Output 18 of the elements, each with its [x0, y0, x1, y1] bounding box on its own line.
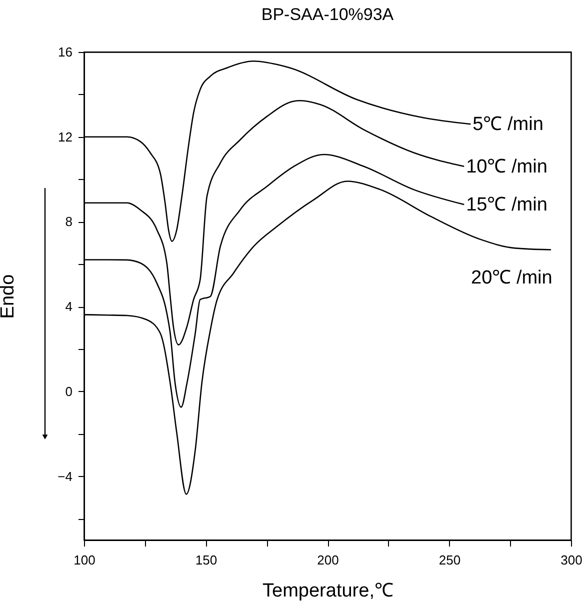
x-tick-label: 200 — [317, 552, 339, 568]
y-tick-label: 16 — [58, 44, 72, 60]
y-tick-label: 12 — [58, 129, 72, 144]
x-tick-label: 300 — [560, 552, 582, 568]
y-tick-label: −4 — [58, 468, 72, 484]
x-axis-title: Temperature,℃ — [262, 580, 394, 602]
x-tick-label: 150 — [195, 552, 218, 568]
x-tick-label: 100 — [74, 552, 96, 568]
y-tick-label: 0 — [65, 384, 72, 399]
series-label: 20℃ /min — [471, 268, 552, 289]
series-label: 15℃ /min — [466, 194, 548, 216]
y-axis-title: Endo — [0, 274, 19, 319]
y-tick-label: 8 — [65, 214, 72, 230]
chart-title: BP-SAA-10%93A — [261, 5, 394, 24]
y-tick-label: 4 — [65, 299, 72, 314]
x-tick-label: 250 — [438, 552, 461, 568]
series-label: 10℃ /min — [466, 156, 548, 178]
series-label: 5℃ /min — [472, 114, 544, 136]
